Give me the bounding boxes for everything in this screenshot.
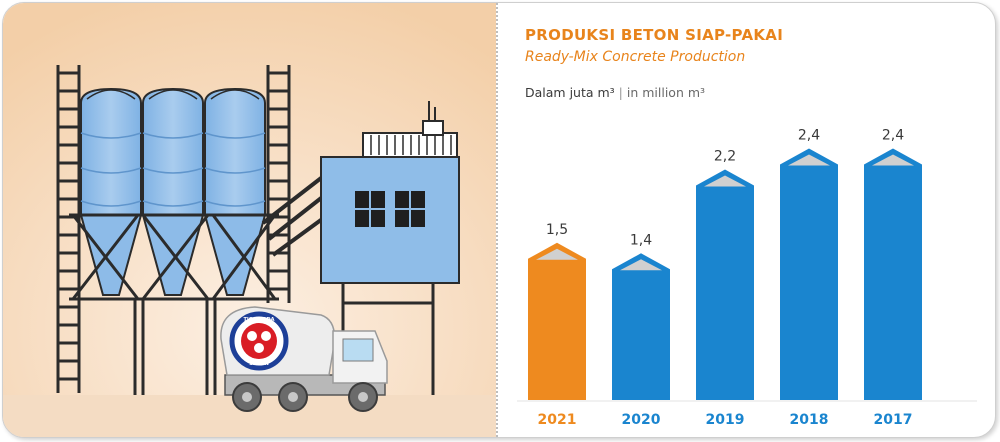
bar-chart: 1,5 2021 1,4 2020 2,2 2019 2,4 2018 2,4 2017 bbox=[517, 127, 977, 428]
value-label-2020: 1,4 bbox=[630, 232, 652, 248]
chart-title: PRODUKSI BETON SIAP-PAKAI bbox=[525, 26, 784, 44]
value-label-2018: 2,4 bbox=[798, 127, 820, 143]
unit-label-en: in million m³ bbox=[626, 85, 706, 100]
right-ladder bbox=[266, 65, 291, 303]
category-label-2017: 2017 bbox=[874, 412, 913, 428]
category-label-2018: 2018 bbox=[790, 412, 829, 428]
plant-scene: TIGA RODA SEMEN bbox=[3, 3, 496, 437]
chart-panel: PRODUKSI BETON SIAP-PAKAI Ready-Mix Conc… bbox=[499, 3, 995, 437]
unit-label-id: Dalam juta m³ bbox=[525, 85, 615, 100]
bar-cap-2021 bbox=[536, 248, 578, 260]
panel-divider bbox=[496, 3, 498, 437]
brand-logo-bottom-text: SEMEN bbox=[249, 361, 269, 367]
bar-cap-2017 bbox=[872, 154, 914, 166]
left-ladder bbox=[56, 65, 81, 393]
bar-cap-2018 bbox=[788, 154, 830, 166]
unit-label: Dalam juta m³ | in million m³ bbox=[525, 85, 705, 100]
bar-2018 bbox=[780, 148, 838, 400]
brand-logo-top-text: TIGA RODA bbox=[243, 317, 274, 323]
category-label-2021: 2021 bbox=[538, 412, 577, 428]
mixer-building bbox=[320, 101, 460, 395]
bar-cap-2020 bbox=[620, 259, 662, 271]
batching-plant-illustration: TIGA RODA SEMEN bbox=[3, 3, 496, 437]
chart-subtitle: Ready-Mix Concrete Production bbox=[525, 49, 746, 65]
value-label-2021: 1,5 bbox=[546, 222, 568, 238]
silos bbox=[79, 87, 267, 296]
unit-separator: | bbox=[618, 85, 623, 100]
bar-2017 bbox=[864, 148, 922, 400]
mixer-truck: TIGA RODA SEMEN bbox=[220, 306, 388, 412]
conveyor bbox=[261, 173, 327, 257]
bar-2021 bbox=[528, 242, 586, 400]
bar-cap-2019 bbox=[704, 175, 746, 187]
category-label-2020: 2020 bbox=[622, 412, 661, 428]
value-label-2019: 2,2 bbox=[714, 148, 736, 164]
value-label-2017: 2,4 bbox=[882, 127, 904, 143]
category-label-2019: 2019 bbox=[706, 412, 745, 428]
bar-2020 bbox=[612, 253, 670, 400]
support-frame bbox=[69, 213, 279, 395]
bar-2019 bbox=[696, 169, 754, 400]
